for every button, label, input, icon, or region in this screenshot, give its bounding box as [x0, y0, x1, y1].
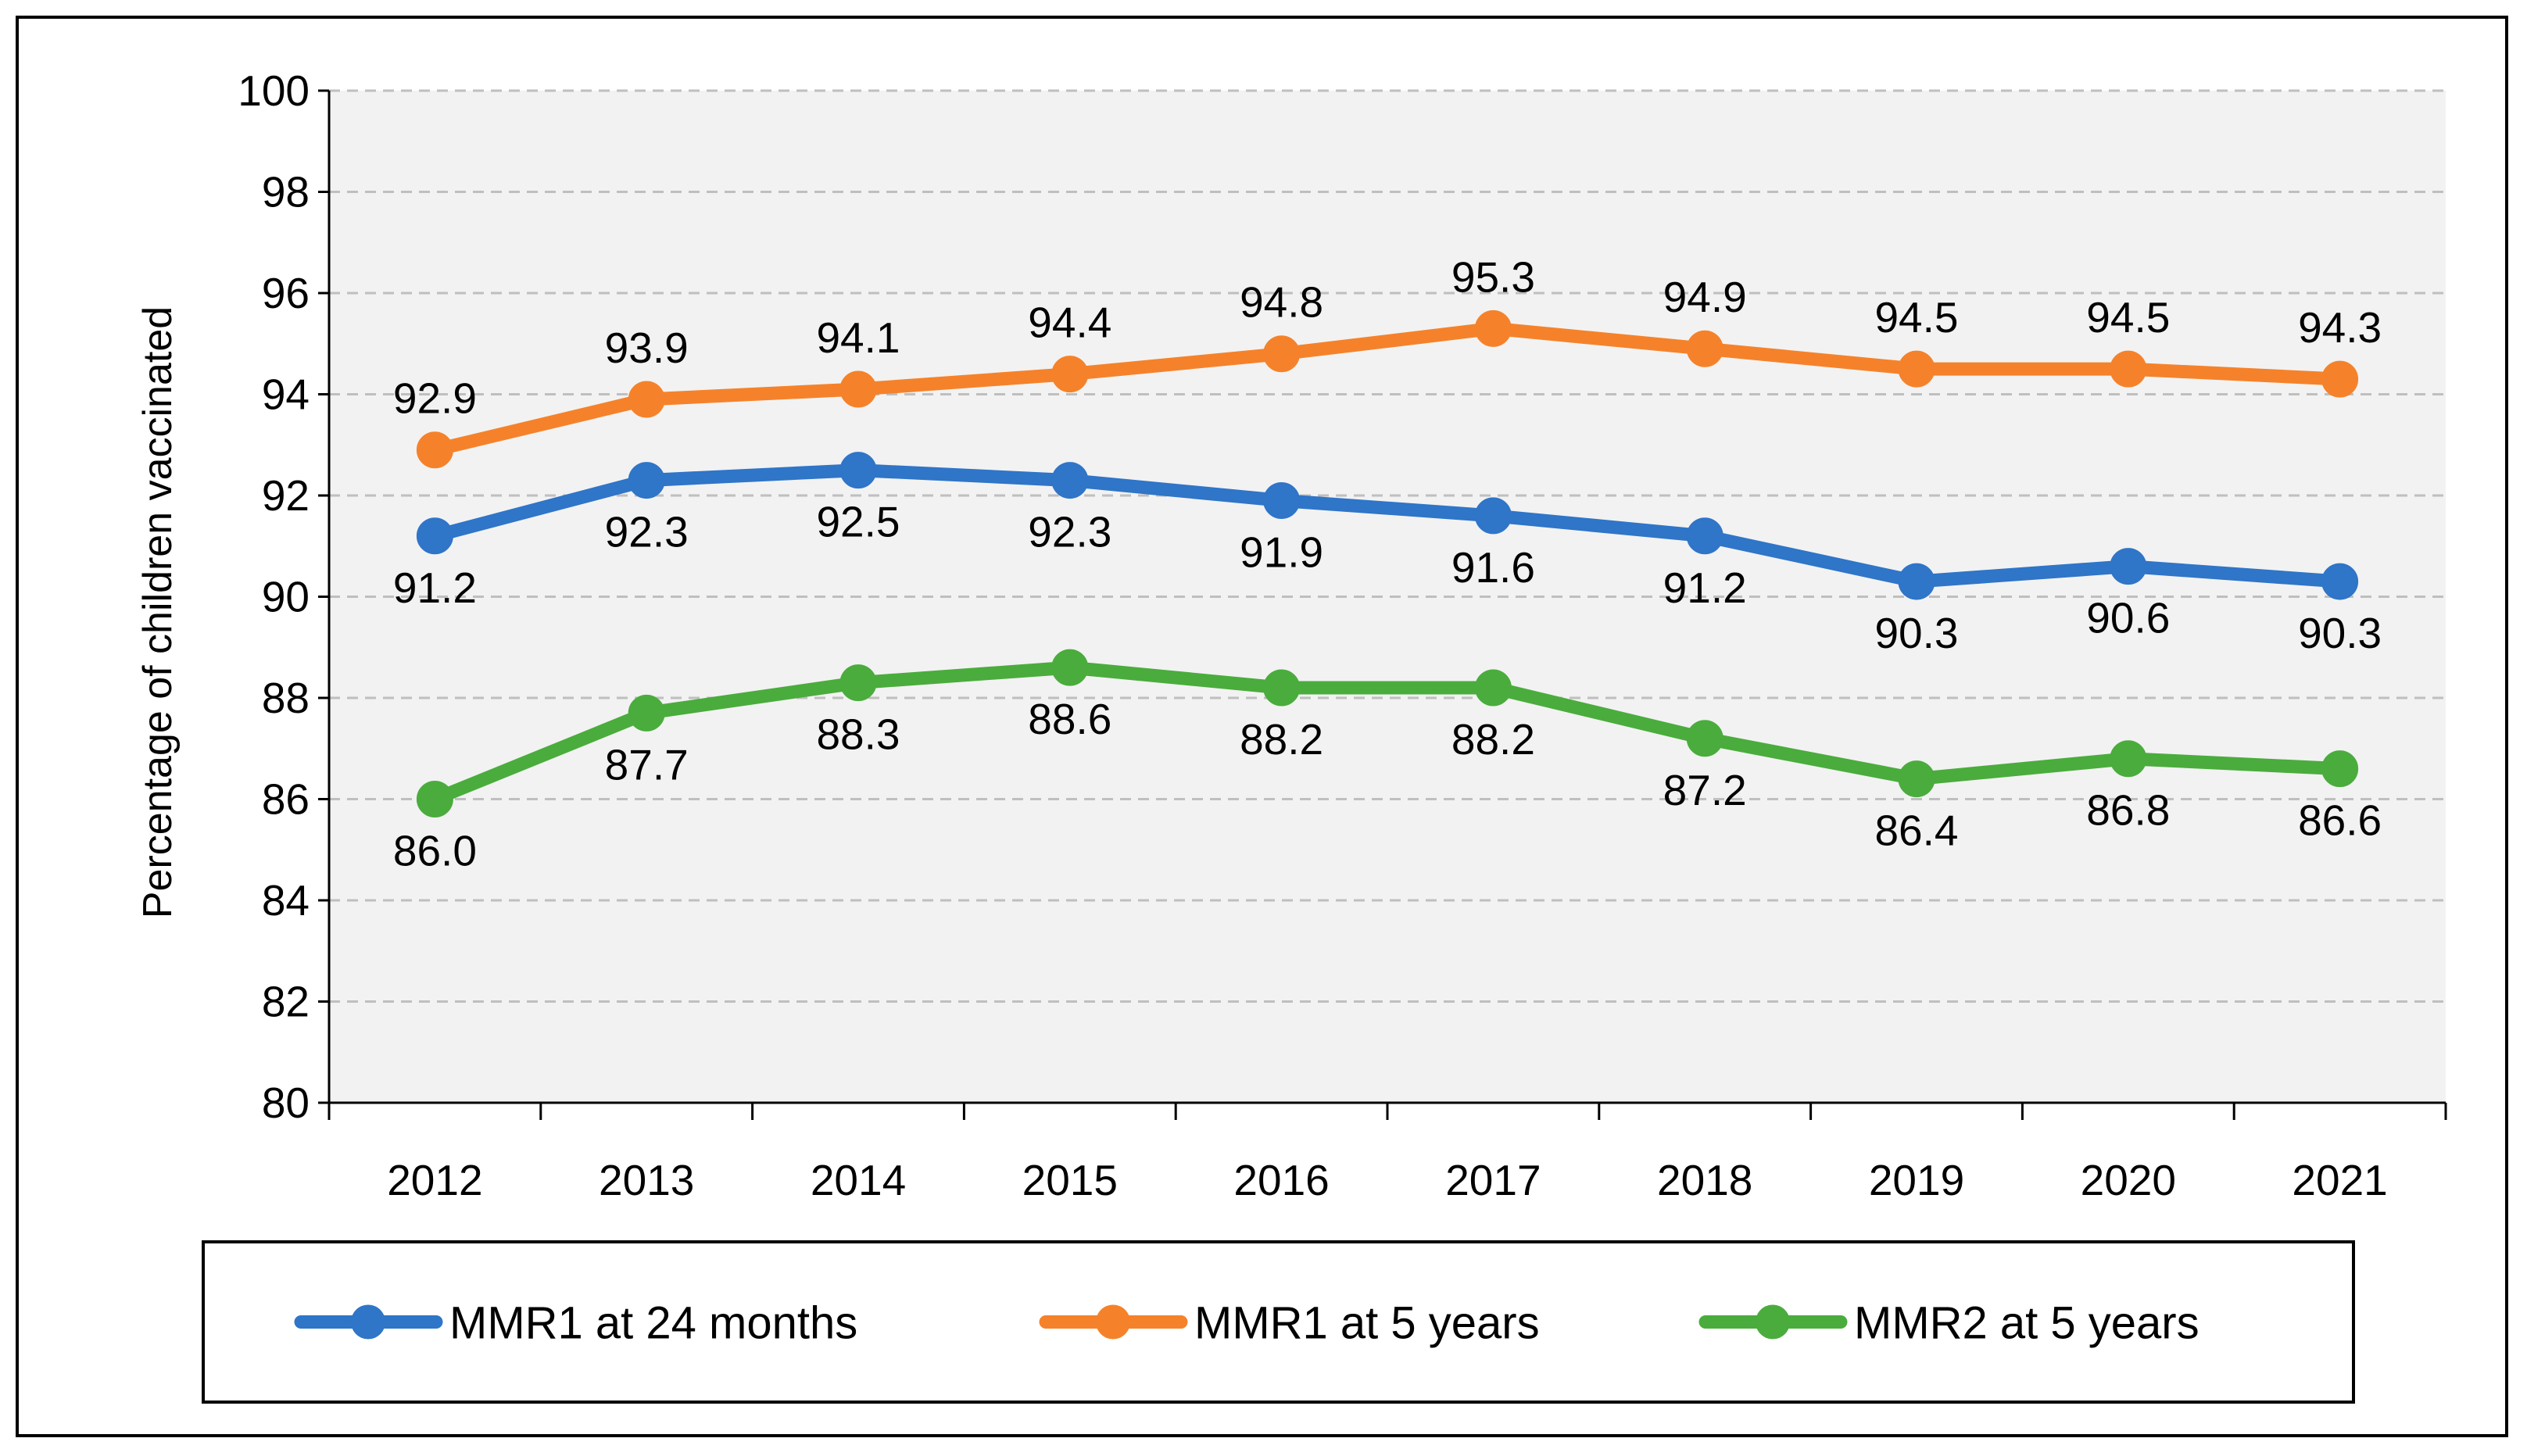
data-label: 88.6	[1028, 695, 1111, 743]
data-label: 94.3	[2298, 303, 2382, 352]
x-tick-label: 2019	[1869, 1156, 1964, 1204]
data-point	[1263, 669, 1301, 707]
data-label: 88.3	[816, 710, 900, 759]
series-line-1	[428, 463, 2347, 588]
data-label: 92.5	[816, 498, 900, 546]
data-point	[2110, 548, 2147, 585]
data-label: 91.2	[393, 563, 477, 612]
data-point	[1474, 669, 1512, 707]
x-tick-label: 2018	[1657, 1156, 1752, 1204]
y-tick-label: 90	[262, 573, 310, 621]
data-point	[2321, 360, 2359, 398]
legend-label-2: MMR1 at 5 years	[1194, 1298, 1540, 1349]
y-axis-title: Percentage of children vaccinated	[135, 306, 181, 918]
data-point	[416, 781, 453, 817]
data-label: 93.9	[605, 324, 689, 372]
data-label: 94.4	[1028, 299, 1111, 347]
data-label: 94.5	[2086, 293, 2170, 342]
data-point	[2321, 563, 2359, 600]
data-label: 91.2	[1663, 563, 1747, 612]
data-label: 92.3	[605, 508, 689, 556]
data-label: 86.4	[1874, 807, 1958, 855]
data-label: 86.0	[393, 827, 477, 875]
data-label: 88.2	[1240, 715, 1323, 764]
y-tick-label: 98	[262, 168, 310, 216]
y-tick-label: 86	[262, 775, 310, 824]
data-point	[839, 370, 877, 408]
data-label: 90.6	[2086, 594, 2170, 642]
series-line-3	[428, 660, 2347, 806]
data-point	[628, 694, 665, 732]
data-point	[2110, 740, 2147, 778]
data-label: 94.8	[1240, 278, 1323, 327]
x-tick-label: 2021	[2292, 1156, 2387, 1204]
data-point	[1686, 330, 1723, 367]
y-tick-label: 96	[262, 269, 310, 317]
data-point	[628, 381, 665, 418]
data-label: 92.3	[1028, 508, 1111, 556]
series-line-2	[428, 321, 2347, 457]
data-point	[2321, 750, 2359, 788]
data-point	[1051, 649, 1089, 686]
data-point	[1051, 462, 1089, 499]
legend-marker-3	[1756, 1304, 1790, 1340]
data-point	[2110, 350, 2147, 388]
y-tick-label: 88	[262, 674, 310, 722]
data-label: 87.7	[605, 740, 689, 789]
data-label: 92.9	[393, 374, 477, 423]
legend-label-1: MMR1 at 24 months	[449, 1298, 857, 1349]
data-label: 94.9	[1663, 273, 1747, 321]
legend-marker-1	[351, 1304, 385, 1340]
legend-label-3: MMR2 at 5 years	[1854, 1298, 2199, 1349]
data-label: 88.2	[1451, 715, 1535, 764]
data-point	[1263, 335, 1301, 373]
data-point	[839, 664, 877, 702]
chart-frame: 80 82 84 86 88 90 92 94 96 98 100 2012 2013 2014 2015 2…	[16, 16, 2508, 1437]
x-tick-label: 2016	[1233, 1156, 1329, 1204]
line-chart: 80 82 84 86 88 90 92 94 96 98 100 2012 2013 2014 2015 2…	[135, 66, 2447, 1404]
data-label: 95.3	[1451, 252, 1535, 301]
data-point	[1898, 760, 1935, 798]
data-point	[1898, 563, 1935, 600]
y-tick-label: 80	[262, 1079, 310, 1127]
data-label: 87.2	[1663, 766, 1747, 814]
y-tick-label: 84	[262, 876, 310, 925]
y-tick-label: 100	[238, 66, 310, 115]
x-tick-label: 2012	[387, 1156, 482, 1204]
data-point	[1686, 517, 1723, 555]
x-tick-label: 2015	[1022, 1156, 1118, 1204]
data-label: 91.9	[1240, 528, 1323, 576]
x-tick-label: 2020	[2081, 1156, 2176, 1204]
data-label: 86.6	[2298, 796, 2382, 845]
data-point	[1898, 350, 1935, 388]
x-tick-label: 2017	[1445, 1156, 1541, 1204]
y-tick-label: 94	[262, 370, 310, 419]
legend-marker-2	[1096, 1304, 1130, 1340]
data-label: 94.1	[816, 313, 900, 362]
data-point	[628, 462, 665, 499]
data-label: 91.6	[1451, 543, 1535, 592]
data-point	[1263, 481, 1301, 519]
y-tick-label: 82	[262, 978, 310, 1026]
data-label: 90.3	[1874, 609, 1958, 657]
x-tick-label: 2014	[811, 1156, 906, 1204]
data-label: 86.8	[2086, 786, 2170, 835]
x-tick-label: 2013	[599, 1156, 694, 1204]
data-point	[1686, 720, 1723, 757]
data-point	[839, 452, 877, 489]
data-point	[1474, 497, 1512, 535]
data-point	[1474, 309, 1512, 347]
data-label: 94.5	[1874, 293, 1958, 342]
y-tick-label: 92	[262, 471, 310, 520]
data-label: 90.3	[2298, 609, 2382, 657]
legend-box	[202, 1240, 2355, 1404]
data-point	[1051, 356, 1089, 393]
data-point	[416, 431, 453, 469]
data-point	[416, 517, 453, 555]
